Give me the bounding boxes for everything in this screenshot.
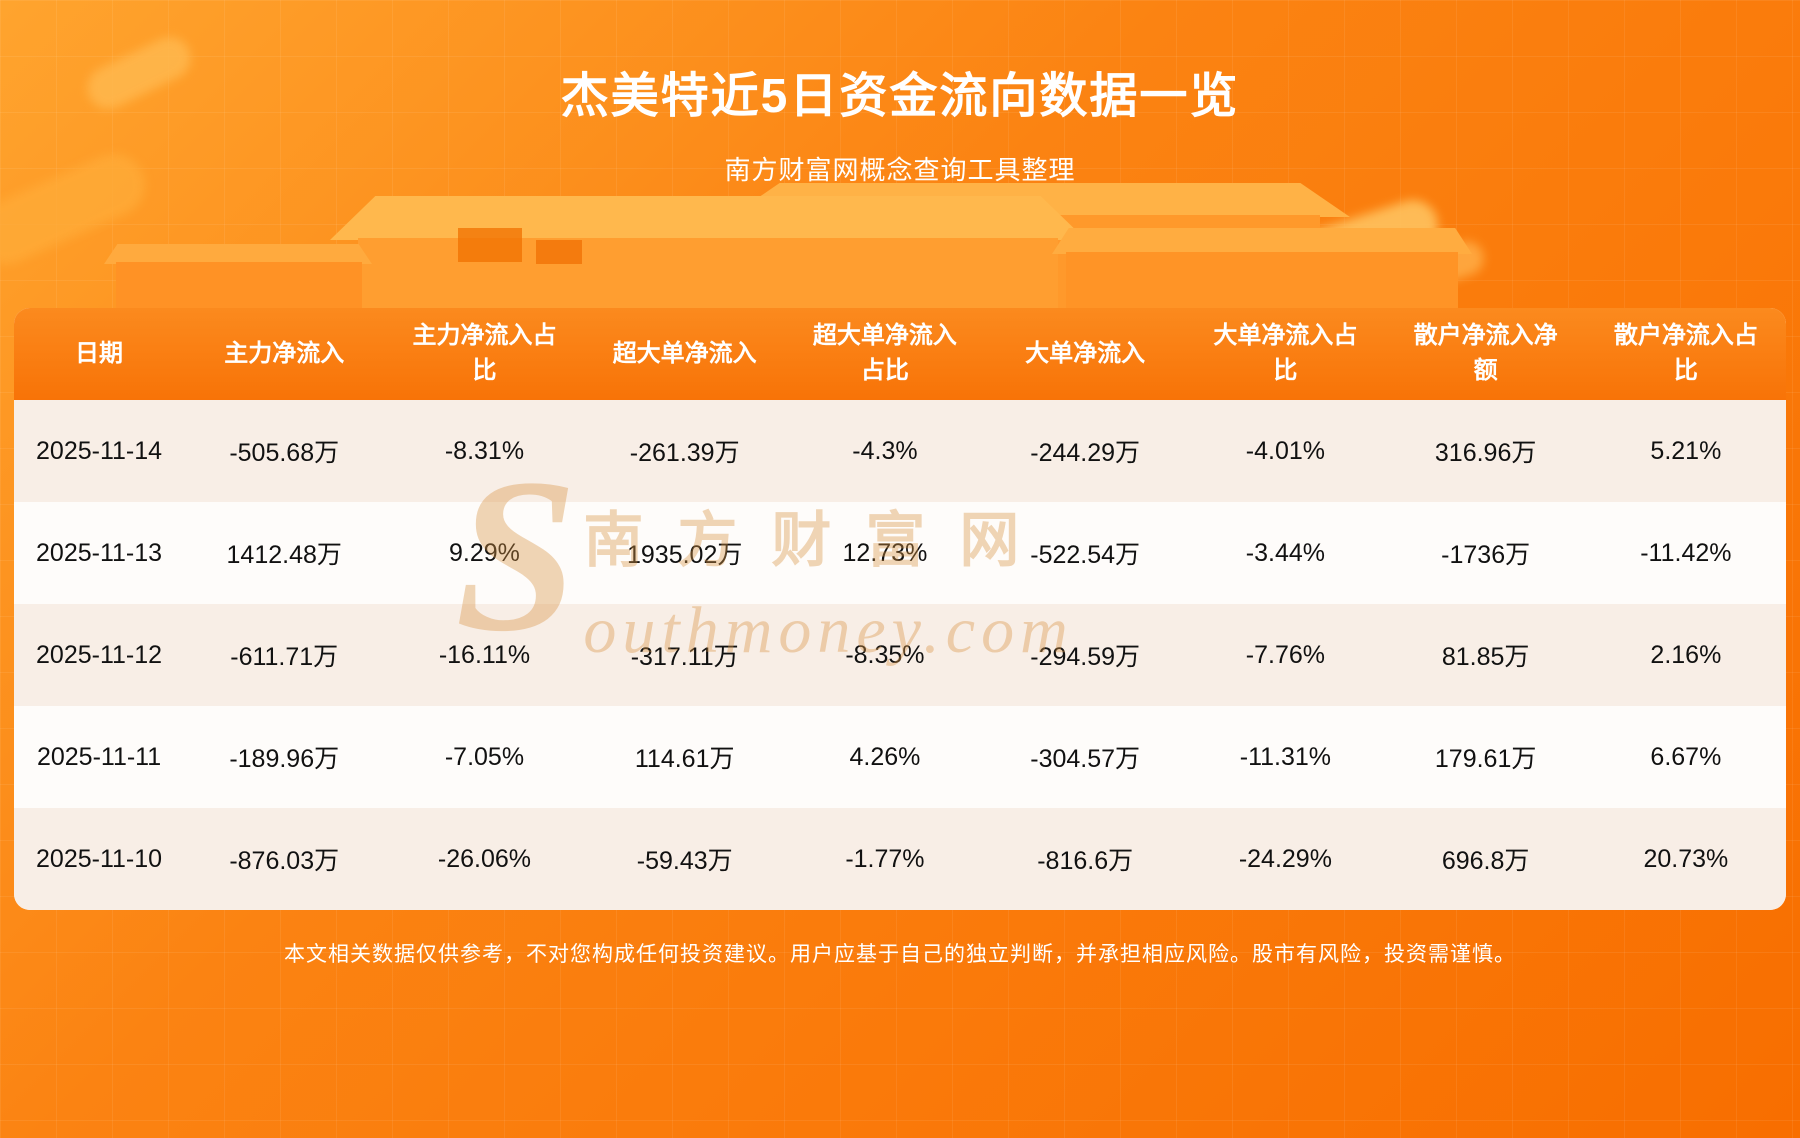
value-cell: -294.59万 (985, 604, 1186, 706)
column-header-6: 大单净流入占比 (1185, 308, 1386, 400)
value-cell: 4.26% (784, 706, 986, 808)
value-cell: -11.42% (1585, 502, 1786, 604)
value-cell: -26.06% (384, 808, 585, 910)
value-cell: -304.57万 (985, 706, 1186, 808)
value-cell: -24.29% (1185, 808, 1386, 910)
value-cell: -505.68万 (184, 400, 385, 502)
table-row: 2025-11-11 -189.96万 -7.05% 114.61万 4.26% -304… (14, 706, 1786, 808)
date-cell: 2025-11-13 (14, 502, 185, 604)
value-cell: 2.16% (1585, 604, 1786, 706)
podium-left-front (116, 262, 362, 310)
column-header-1: 主力净流入 (184, 308, 385, 400)
value-cell: 316.96万 (1385, 400, 1586, 502)
fund-flow-table: 日期 主力净流入 主力净流入占比 超大单净流入 超大单净流入占比 大单净流入 大单净流入占比… (14, 308, 1786, 910)
value-cell: -244.29万 (985, 400, 1186, 502)
value-cell: -8.35% (784, 604, 986, 706)
table-row: 2025-11-13 1412.48万 9.29% 1935.02万 12.73% -52… (14, 502, 1786, 604)
date-cell: 2025-11-14 (14, 400, 185, 502)
value-cell: -1736万 (1385, 502, 1586, 604)
value-cell: -1.77% (784, 808, 986, 910)
value-cell: -317.11万 (584, 604, 785, 706)
podium-left-top (104, 244, 372, 264)
podium-cube (536, 240, 582, 264)
value-cell: 6.67% (1585, 706, 1786, 808)
value-cell: -261.39万 (584, 400, 785, 502)
date-cell: 2025-11-12 (14, 604, 185, 706)
date-cell: 2025-11-11 (14, 706, 185, 808)
value-cell: -16.11% (384, 604, 585, 706)
value-cell: -4.3% (784, 400, 986, 502)
value-cell: -11.31% (1185, 706, 1386, 808)
table-row: 2025-11-12 -611.71万 -16.11% -317.11万 -8.35% -… (14, 604, 1786, 706)
value-cell: 179.61万 (1385, 706, 1586, 808)
value-cell: -876.03万 (184, 808, 385, 910)
value-cell: 9.29% (384, 502, 585, 604)
value-cell: 12.73% (784, 502, 986, 604)
table-header-row: 日期 主力净流入 主力净流入占比 超大单净流入 超大单净流入占比 大单净流入 大单净流入占比… (14, 308, 1786, 400)
value-cell: -189.96万 (184, 706, 385, 808)
column-header-3: 超大单净流入 (584, 308, 785, 400)
value-cell: -816.6万 (985, 808, 1186, 910)
podium-center-top (330, 196, 1086, 240)
column-header-4: 超大单净流入占比 (784, 308, 986, 400)
column-header-5: 大单净流入 (985, 308, 1186, 400)
date-cell: 2025-11-10 (14, 808, 185, 910)
value-cell: -611.71万 (184, 604, 385, 706)
column-header-7: 散户净流入净额 (1385, 308, 1586, 400)
value-cell: -7.76% (1185, 604, 1386, 706)
value-cell: 114.61万 (584, 706, 785, 808)
table-row: 2025-11-10 -876.03万 -26.06% -59.43万 -1.77% -8… (14, 808, 1786, 910)
column-header-8: 散户净流入占比 (1585, 308, 1786, 400)
value-cell: -522.54万 (985, 502, 1186, 604)
podium-right-front (1066, 252, 1458, 310)
value-cell: -59.43万 (584, 808, 785, 910)
podium-right-top (1052, 228, 1472, 254)
value-cell: 1935.02万 (584, 502, 785, 604)
value-cell: -7.05% (384, 706, 585, 808)
table-row: 2025-11-14 -505.68万 -8.31% -261.39万 -4.3% -24… (14, 400, 1786, 502)
page-title: 杰美特近5日资金流向数据一览 (560, 70, 1240, 123)
value-cell: -4.01% (1185, 400, 1386, 502)
value-cell: 696.8万 (1385, 808, 1586, 910)
value-cell: 5.21% (1585, 400, 1786, 502)
value-cell: -3.44% (1185, 502, 1386, 604)
column-header-2: 主力净流入占比 (384, 308, 585, 400)
fund-flow-table-container: 日期 主力净流入 主力净流入占比 超大单净流入 超大单净流入占比 大单净流入 大单净流入占比… (14, 308, 1786, 910)
podium-cube (458, 228, 522, 262)
column-header-0: 日期 (14, 308, 185, 400)
disclaimer-text: 本文相关数据仅供参考，不对您构成任何投资建议。用户应基于自己的独立判断，并承担相… (284, 943, 1516, 966)
value-cell: 1412.48万 (184, 502, 385, 604)
value-cell: -8.31% (384, 400, 585, 502)
value-cell: 20.73% (1585, 808, 1786, 910)
value-cell: 81.85万 (1385, 604, 1586, 706)
page-subtitle: 南方财富网概念查询工具整理 (724, 155, 1076, 185)
